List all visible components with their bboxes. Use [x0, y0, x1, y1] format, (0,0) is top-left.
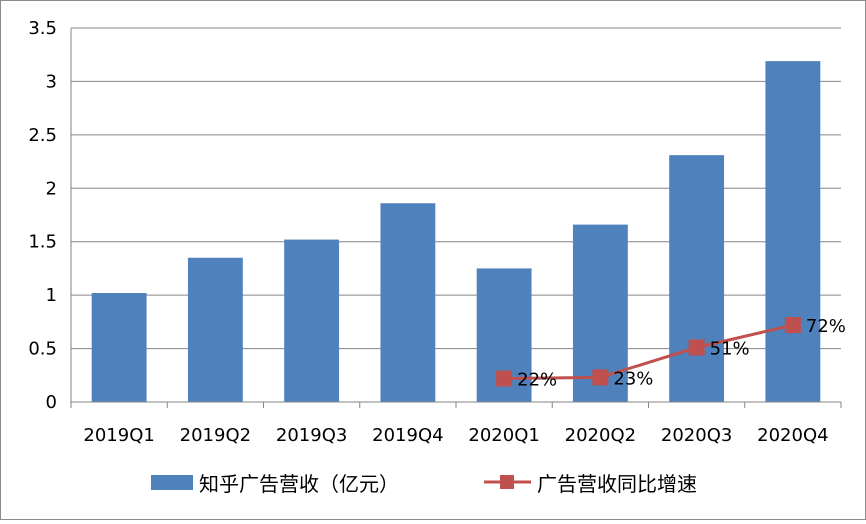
axes: 0 0.5 1 1.5 2 2.5 3 3.5 2019Q1 2019Q2 2019Q3 2019Q4… — [28, 18, 842, 446]
gridlines — [71, 27, 841, 350]
y-tick-label: 1.5 — [28, 232, 57, 253]
bar — [187, 257, 243, 402]
x-tick-label: 2020Q4 — [757, 425, 828, 446]
y-tick-label: 2 — [46, 178, 57, 199]
growth-data-label: 22% — [517, 369, 557, 390]
growth-marker — [784, 317, 801, 334]
y-tick-label: 3 — [46, 71, 57, 92]
legend-line-marker — [500, 475, 514, 489]
x-tick-label: 2019Q4 — [372, 425, 443, 446]
growth-marker — [496, 370, 513, 387]
bar — [669, 155, 725, 402]
x-tick-label: 2020Q3 — [661, 425, 732, 446]
x-tick-label: 2020Q1 — [468, 425, 539, 446]
growth-data-label: 23% — [613, 368, 653, 389]
y-tick-label: 3.5 — [28, 18, 57, 39]
x-tick-label: 2019Q2 — [180, 425, 251, 446]
growth-marker — [688, 339, 705, 356]
growth-line — [504, 323, 794, 380]
x-tick-label: 2019Q1 — [83, 425, 154, 446]
line-series: 22% 23% 51% 72% — [496, 316, 846, 390]
legend-line-label: 广告营收同比增速 — [537, 472, 697, 496]
bar — [765, 61, 821, 403]
y-tick-label: 2.5 — [28, 125, 57, 146]
growth-marker — [592, 369, 609, 386]
y-tick-label: 0 — [46, 392, 57, 413]
bar — [284, 239, 340, 402]
bar — [380, 203, 436, 402]
growth-data-label: 72% — [806, 316, 846, 337]
y-tick-label: 0.5 — [28, 339, 57, 360]
bar — [91, 293, 147, 402]
x-tick-label: 2019Q3 — [276, 425, 347, 446]
y-tick-label: 1 — [46, 285, 57, 306]
legend-bar-label: 知乎广告营收（亿元） — [199, 472, 399, 496]
legend: 知乎广告营收（亿元） 广告营收同比增速 — [151, 472, 697, 496]
bar-series — [91, 61, 821, 403]
x-tick-label: 2020Q2 — [565, 425, 636, 446]
legend-bar-swatch — [151, 475, 193, 490]
growth-data-label: 51% — [710, 339, 750, 360]
